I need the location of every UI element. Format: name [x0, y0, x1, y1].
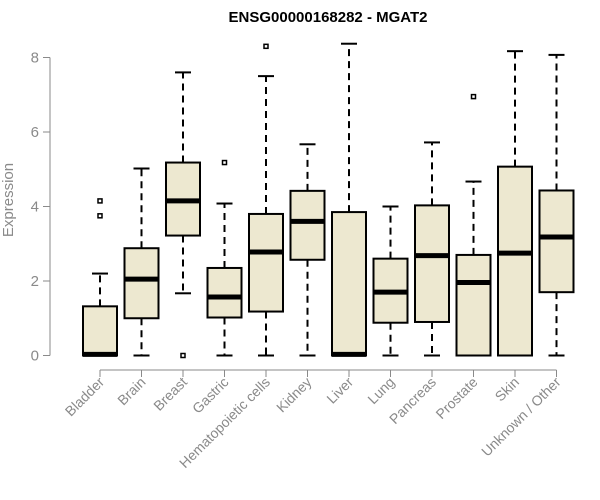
box-gastric — [206, 159, 243, 357]
x-tick-label: Liver — [323, 374, 356, 407]
box-iqr — [538, 189, 575, 294]
y-tick-label: 2 — [31, 273, 39, 290]
x-tick-label: Skin — [492, 374, 523, 405]
box-iqr — [123, 247, 160, 320]
box-lung — [372, 205, 409, 357]
chart-title: ENSG00000168282 - MGAT2 — [229, 9, 428, 26]
y-tick-label: 4 — [31, 199, 39, 216]
x-tick-label: Prostate — [432, 374, 480, 422]
box-brain — [123, 167, 160, 357]
box-bladder — [82, 198, 118, 357]
outlier-point — [221, 159, 228, 166]
outlier-point — [470, 93, 477, 100]
x-tick-label: Lung — [364, 374, 397, 407]
x-tick-label: Breast — [150, 374, 190, 414]
box-iqr — [331, 211, 367, 357]
y-axis-label: Expression — [0, 163, 17, 237]
box-iqr — [289, 189, 326, 261]
box-unknown-other — [538, 53, 575, 357]
box-kidney — [289, 143, 326, 357]
box-iqr — [82, 305, 118, 357]
x-tick-label: Brain — [114, 374, 148, 408]
y-tick-label: 6 — [31, 124, 39, 141]
y-tick-label: 8 — [31, 50, 39, 67]
box-iqr — [206, 266, 243, 319]
x-tick-label: Bladder — [62, 374, 108, 420]
box-breast — [165, 71, 201, 359]
axes: 0 2 4 6 8 — [31, 50, 557, 377]
outlier-point — [97, 198, 103, 204]
box-hematopoietic-cells — [248, 43, 284, 357]
box-prostate — [455, 93, 492, 357]
box-iqr — [248, 212, 284, 313]
boxes-group — [82, 42, 575, 359]
x-tick-label: Kidney — [273, 374, 315, 416]
box-iqr — [455, 253, 492, 357]
y-tick-label: 0 — [31, 348, 39, 365]
x-tick-label: Unknown / Other — [478, 374, 564, 460]
outlier-point — [180, 352, 186, 359]
box-iqr — [497, 165, 533, 357]
box-pancreas — [414, 141, 450, 357]
box-iqr — [414, 204, 450, 323]
box-liver — [331, 42, 367, 357]
box-skin — [497, 50, 533, 357]
outlier-point — [263, 43, 269, 50]
outlier-point — [97, 213, 103, 219]
